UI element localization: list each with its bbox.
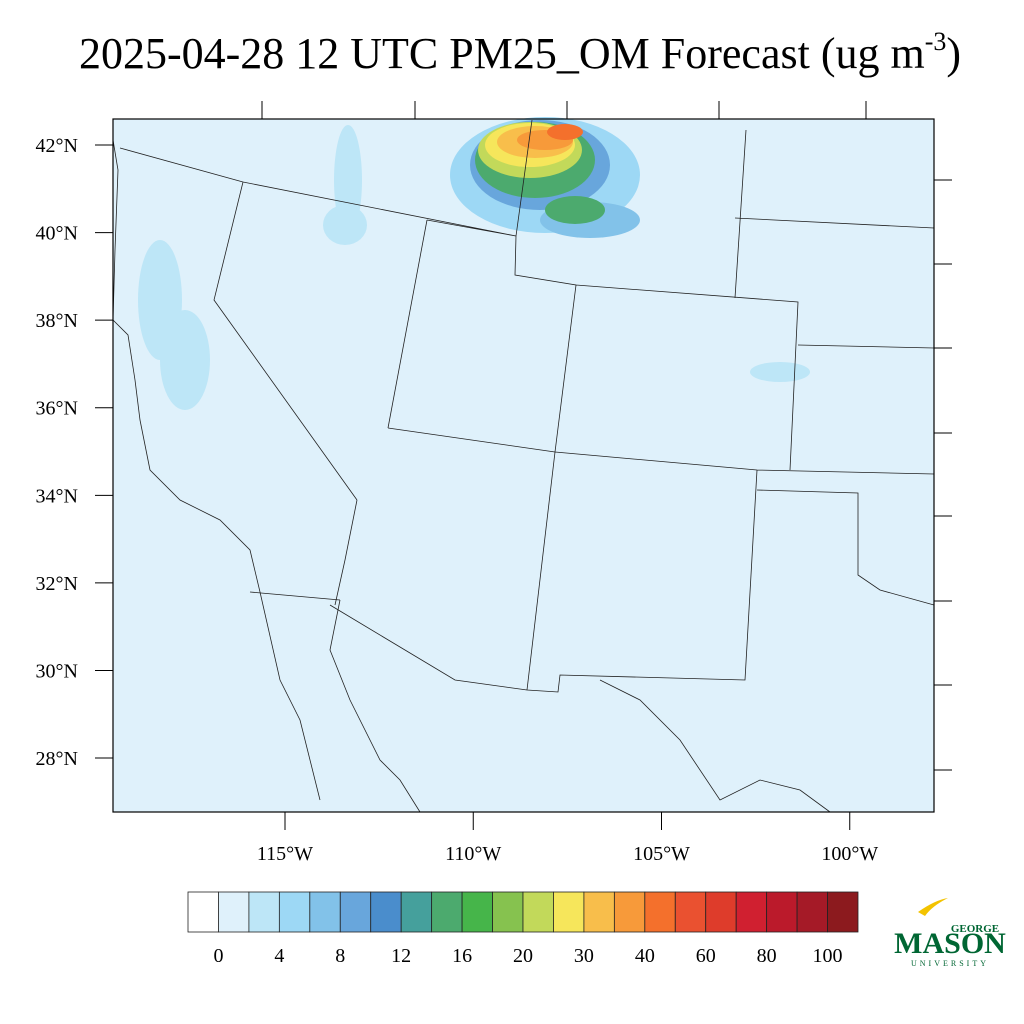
colorbar-box: [309, 891, 341, 933]
colorbar-label: 60: [696, 945, 716, 967]
colorbar-label: 12: [391, 945, 411, 967]
colorbar-box: [492, 891, 524, 933]
lat-tick-label: 38°N: [36, 310, 78, 332]
colorbar-box: [339, 891, 372, 933]
colorbar-label: 20: [513, 945, 533, 967]
title-close: ): [946, 29, 961, 78]
logo-main: MASON: [894, 927, 1006, 960]
colorbar-label: 40: [635, 945, 655, 967]
colorbar-box: [400, 891, 433, 933]
colorbar-box: [644, 891, 676, 933]
colorbar-box: [218, 891, 250, 933]
lon-tick-label: 115°W: [257, 843, 313, 865]
lat-tick-label: 40°N: [36, 223, 78, 245]
lat-tick-label: 42°N: [36, 135, 78, 157]
lat-tick-label: 28°N: [36, 748, 78, 770]
colorbar-box: [766, 891, 798, 933]
lat-tick-label: 34°N: [36, 485, 78, 507]
colorbar-label: 0: [213, 945, 223, 967]
colorbar-label: 16: [452, 945, 472, 967]
colorbar-box: [522, 891, 554, 933]
plume: [138, 117, 810, 410]
colorbar-box: [705, 891, 737, 933]
colorbar-box: [674, 891, 707, 933]
borders: [112, 119, 935, 813]
colorbar-box: [431, 891, 463, 933]
colorbar-box: [553, 891, 585, 933]
colorbar-box: [796, 891, 828, 933]
lon-tick-label: 110°W: [445, 843, 501, 865]
title-main: 2025-04-28 12 UTC PM25_OM Forecast (ug m: [79, 29, 925, 78]
logo: GEORGE MASON UNIVERSITY: [894, 898, 1006, 968]
title-superscript: -3: [925, 27, 947, 56]
frame-ticks: [261, 101, 952, 771]
colorbar-box: [583, 891, 615, 933]
colorbar-box: [461, 891, 493, 933]
colorbar-box: [278, 891, 311, 933]
map: [112, 101, 952, 813]
lat-tick-label: 30°N: [36, 660, 78, 682]
map-frame: [112, 118, 935, 813]
lat-tick-label: 32°N: [36, 573, 78, 595]
colorbar-label: 80: [757, 945, 777, 967]
colorbar-label: 4: [274, 945, 284, 967]
logo-top: GEORGE: [951, 923, 999, 935]
logo-bottom: UNIVERSITY: [911, 959, 989, 968]
colorbar-box: [370, 891, 402, 933]
colorbar-box: [613, 891, 646, 933]
colorbar-box: [187, 891, 219, 933]
title: 2025-04-28 12 UTC PM25_OM Forecast (ug m…: [79, 27, 961, 78]
colorbar-label: 8: [335, 945, 345, 967]
map-background: [113, 119, 934, 812]
lon-tick-label: 100°W: [821, 843, 878, 865]
lon-tick-label: 105°W: [633, 843, 690, 865]
colorbar-box: [827, 891, 859, 933]
colorbar-label: 100: [813, 945, 843, 967]
colorbar-box: [735, 891, 768, 933]
colorbar-box: [248, 891, 280, 933]
lat-tick-label: 36°N: [36, 398, 78, 420]
colorbar-label: 30: [574, 945, 594, 967]
